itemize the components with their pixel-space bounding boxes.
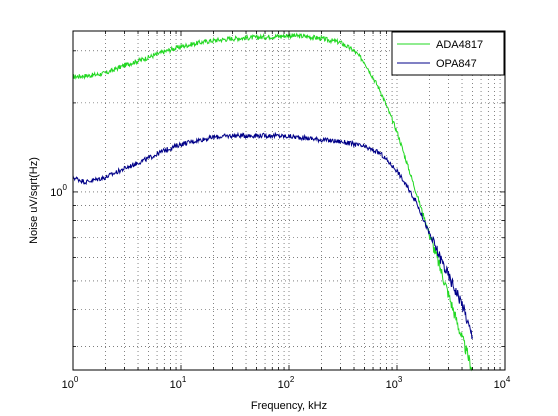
x-tick-label: 103 (386, 375, 403, 391)
grid (72, 31, 505, 370)
x-tick-label: 100 (62, 375, 79, 391)
y-tick-label: 100 (50, 183, 67, 199)
tick-labels: 100 101 102 103 104 100 (50, 183, 511, 391)
legend: ADA4817 OPA847 (391, 31, 505, 76)
x-axis-label: Frequency, kHz (251, 400, 327, 412)
x-tick-label: 104 (494, 375, 511, 391)
series-line-ada4817 (72, 32, 473, 372)
x-tick-label: 102 (278, 375, 295, 391)
plot-lines (72, 32, 473, 372)
legend-entry: OPA847 (436, 58, 477, 70)
y-axis-label: Noise uV/sqrt(Hz) (28, 157, 40, 244)
legend-entry: ADA4817 (436, 39, 483, 51)
series-line-opa847 (72, 131, 473, 340)
x-tick-label: 101 (170, 375, 187, 391)
legend-box (391, 31, 505, 76)
